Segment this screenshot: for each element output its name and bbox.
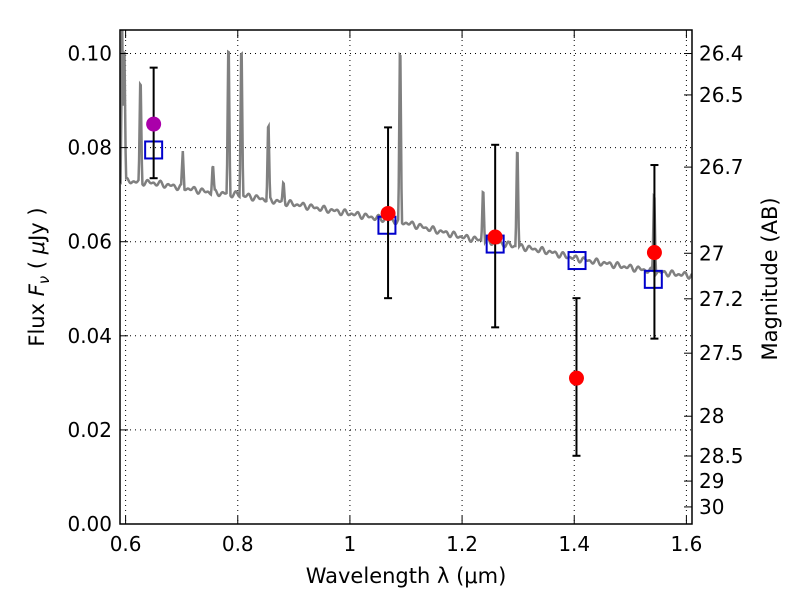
spectrum-layer <box>120 30 692 280</box>
grid-lines <box>120 30 692 524</box>
right-tick-label: 26.5 <box>699 83 744 107</box>
right-tick-label: 27.2 <box>699 287 744 311</box>
y-axis-label: Flux Fν ( μJy ) <box>25 207 53 346</box>
x-axis-label: Wavelength λ (μm) <box>306 564 507 588</box>
y-tick-label: 0.04 <box>67 324 112 348</box>
model-point <box>643 269 663 289</box>
right-tick-label: 28 <box>699 404 724 428</box>
y-axis-right-label: Magnitude (AB) <box>758 197 782 360</box>
right-tick-label: 30 <box>699 495 724 519</box>
spectrum-line <box>120 30 692 280</box>
data-markers <box>144 66 663 457</box>
x-tick-label: 1.6 <box>670 532 702 556</box>
axis-ticks: 0.6 0.8 1 1.2 1.4 1.6 0.00 0.02 0.04 0.06 0.08 0.10… <box>67 30 744 556</box>
observed-point <box>568 370 584 386</box>
right-tick-label: 27 <box>699 241 724 265</box>
right-tick-label: 27.5 <box>699 341 744 365</box>
model-point <box>567 251 587 271</box>
observed-point <box>380 205 396 221</box>
y-tick-label: 0.00 <box>67 512 112 536</box>
x-tick-label: 1.2 <box>446 532 478 556</box>
y-tick-label: 0.08 <box>67 136 112 160</box>
x-tick-label: 0.8 <box>222 532 254 556</box>
y-tick-label: 0.06 <box>67 230 112 254</box>
right-tick-label: 26.4 <box>699 42 744 66</box>
right-tick-label: 28.5 <box>699 444 744 468</box>
observed-point <box>646 245 662 261</box>
right-tick-label: 26.7 <box>699 155 744 179</box>
y-tick-label: 0.10 <box>67 42 112 66</box>
x-tick-label: 0.6 <box>110 532 142 556</box>
observed-point <box>487 229 503 245</box>
observed-point <box>146 116 162 132</box>
right-tick-label: 29 <box>699 469 724 493</box>
x-tick-label: 1 <box>344 532 357 556</box>
x-tick-label: 1.4 <box>558 532 590 556</box>
y-tick-label: 0.02 <box>67 418 112 442</box>
plot-frame <box>119 29 693 525</box>
